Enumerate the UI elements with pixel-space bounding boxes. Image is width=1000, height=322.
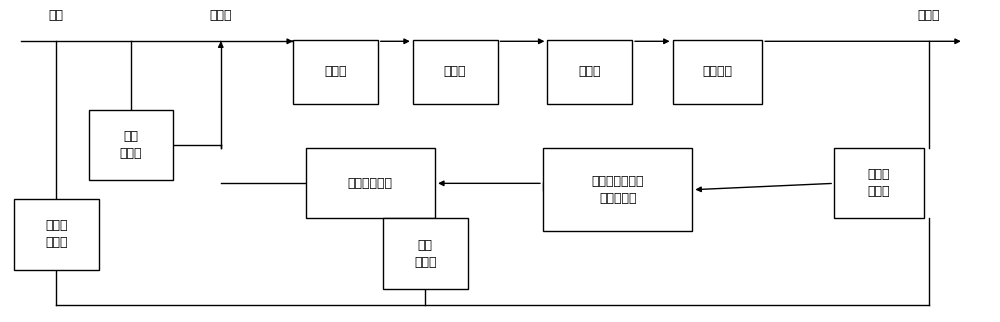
Text: 入口磷
分析仪: 入口磷 分析仪: [45, 219, 67, 250]
Text: 原水: 原水: [49, 9, 64, 22]
Bar: [543, 148, 692, 231]
Text: 加药点: 加药点: [210, 9, 232, 22]
Text: 出口磷
分析仪: 出口磷 分析仪: [868, 168, 890, 198]
Text: 接触池: 接触池: [578, 65, 601, 78]
Bar: [834, 148, 924, 218]
Text: 出水泵房: 出水泵房: [702, 65, 732, 78]
Bar: [306, 148, 435, 218]
Bar: [547, 40, 632, 104]
Bar: [89, 110, 173, 180]
Bar: [293, 40, 378, 104]
Text: 进水
流量计: 进水 流量计: [120, 130, 142, 160]
Bar: [14, 199, 99, 270]
Bar: [383, 218, 468, 289]
Bar: [673, 40, 762, 104]
Text: 生物池: 生物池: [444, 65, 466, 78]
Text: 出厂水: 出厂水: [918, 9, 940, 22]
Text: 变频加药系统: 变频加药系统: [348, 177, 393, 190]
Bar: [413, 40, 498, 104]
Text: 加药
流量计: 加药 流量计: [414, 239, 436, 269]
Text: 配水井: 配水井: [324, 65, 347, 78]
Text: 化学除磷智能加
药控制系统: 化学除磷智能加 药控制系统: [591, 175, 644, 205]
